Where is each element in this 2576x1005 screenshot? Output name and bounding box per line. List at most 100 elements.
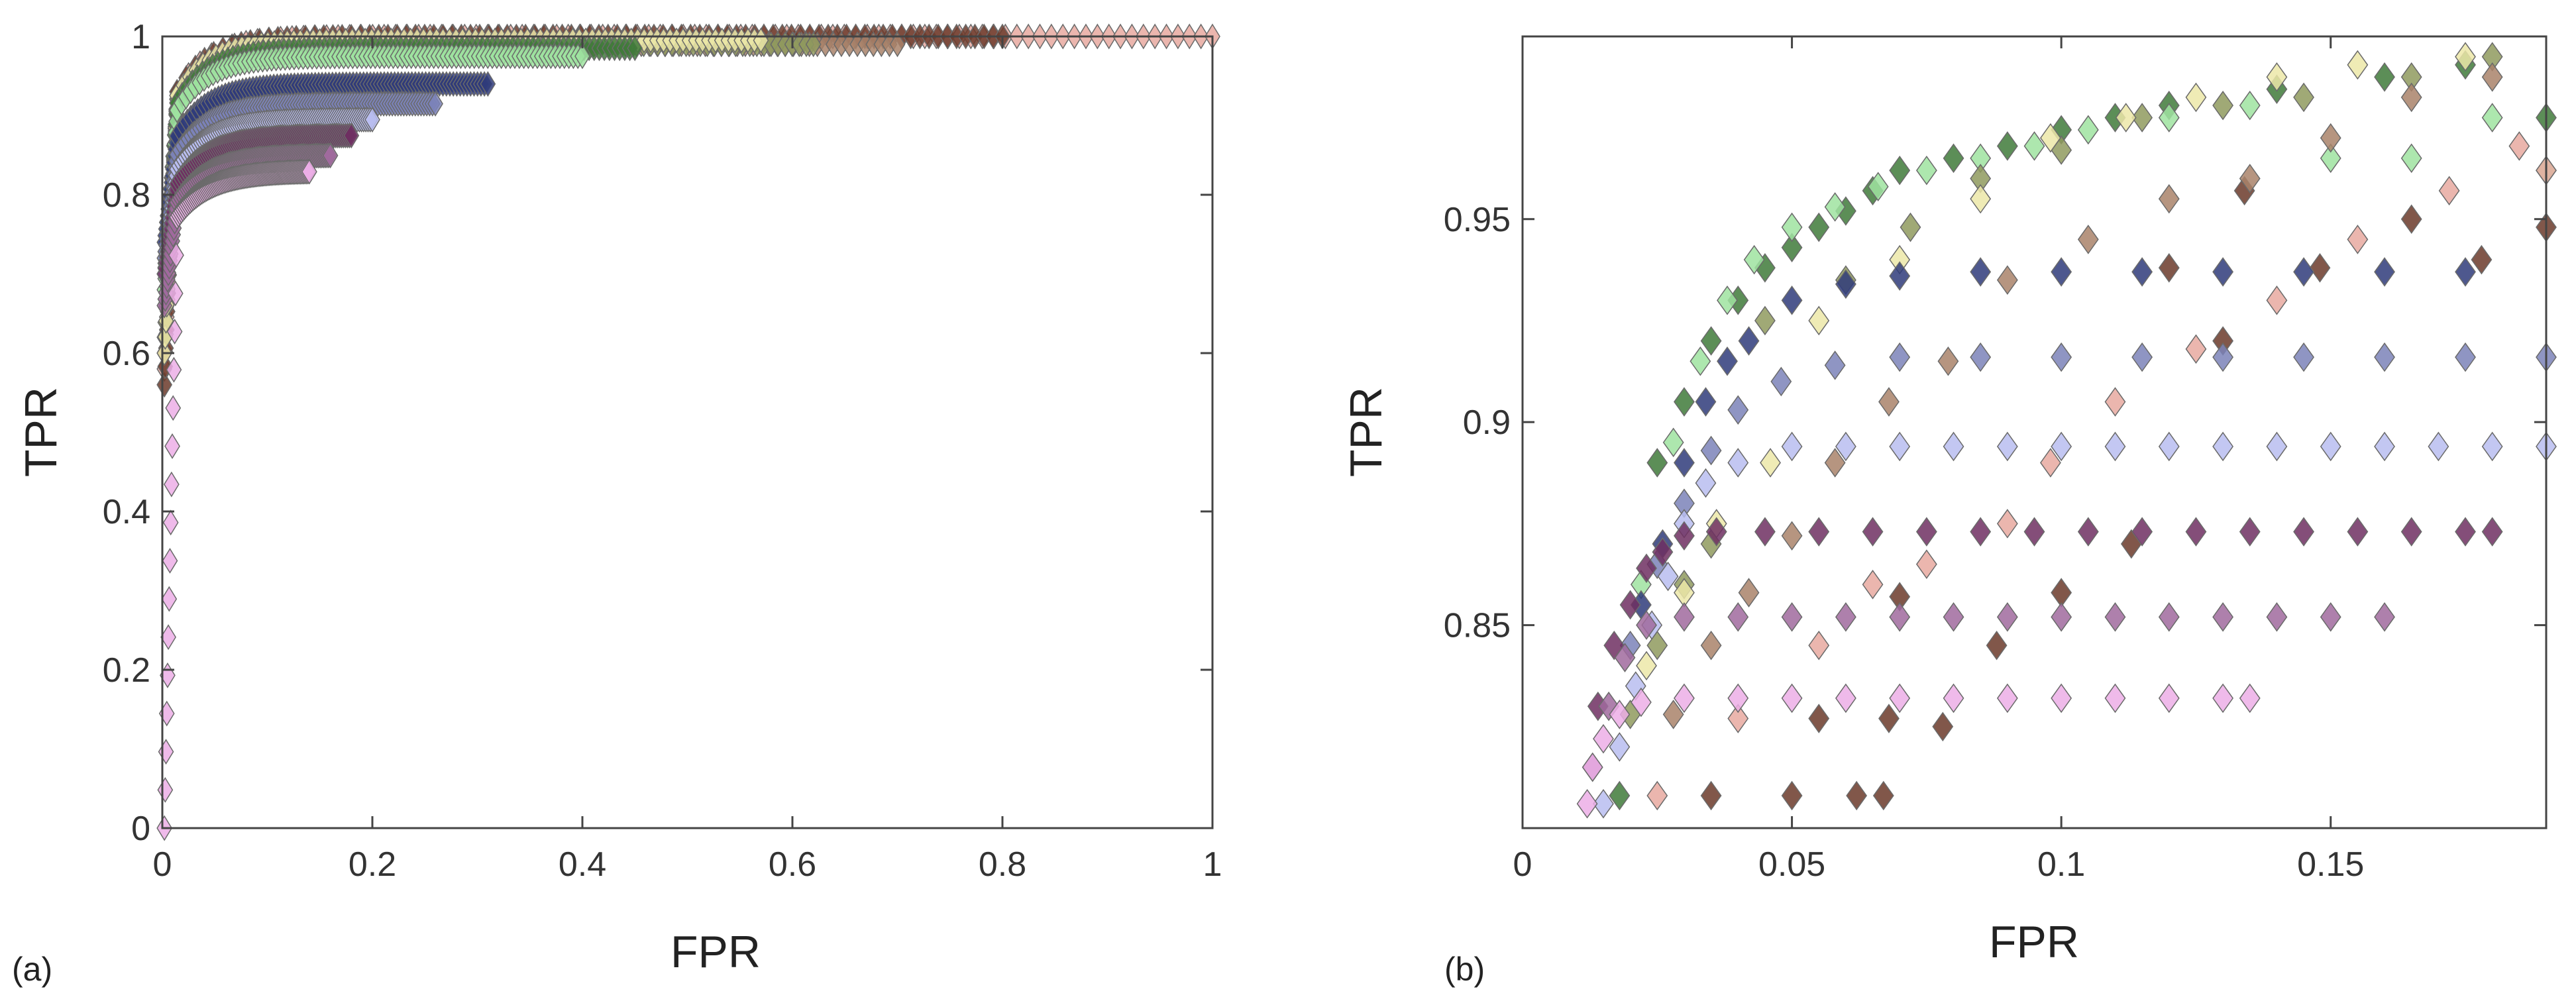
panel-b-ytick-label: 0.95 <box>1444 201 1511 239</box>
panel-b-point <box>2374 431 2395 462</box>
panel-b-point <box>1862 570 1884 600</box>
panel-b-point <box>1889 602 1911 632</box>
panel-b-point <box>2455 257 2476 287</box>
panel-b-point <box>1609 732 1631 762</box>
panel-b-label: (b) <box>1444 951 1485 988</box>
panel-b-point <box>2212 431 2234 462</box>
panel-b-point <box>2266 286 2288 315</box>
panel-b-point <box>1636 553 1657 584</box>
panel-b-point <box>1932 712 1954 742</box>
panel-b-frame <box>1521 35 2548 829</box>
panel-a-point <box>322 142 339 169</box>
panel-b-point <box>1970 184 1992 214</box>
panel-a-ytick-label: 1 <box>131 18 150 56</box>
panel-b-point <box>1781 212 1803 242</box>
panel-a-point <box>160 624 176 651</box>
panel-a-ytick-label: 0 <box>131 810 150 848</box>
panel-b-series-lavender <box>1593 431 2557 819</box>
panel-b-point <box>2481 103 2503 132</box>
panel-b-point <box>2481 431 2503 462</box>
panel-b-point <box>1662 427 1684 458</box>
panel-b-point <box>2212 257 2234 287</box>
panel-b-point <box>2115 103 2137 132</box>
panel-a-point <box>889 31 906 58</box>
panel-b-point <box>2266 431 2288 462</box>
panel-b-point <box>1593 788 1614 819</box>
panel-a-ticks: 0 0.2 0.4 0.6 0.8 1 0 0.2 0.4 0.6 0.8 1 <box>103 18 1222 884</box>
panel-b-point <box>1727 448 1749 478</box>
panel-b-point <box>1970 342 1992 372</box>
panel-a-point <box>156 372 173 398</box>
panel-b-point <box>1614 643 1636 672</box>
panel-b-point <box>2158 602 2180 632</box>
panel-b-point <box>2131 103 2153 132</box>
panel-b-point <box>1727 395 1749 425</box>
panel-a-label: (a) <box>12 951 52 988</box>
panel-b-point <box>1700 435 1722 466</box>
panel-b-xtick-label: 0.15 <box>2297 845 2364 884</box>
panel-b-point <box>2239 90 2261 121</box>
panel-b-point <box>1700 780 1722 811</box>
panel-a-point <box>167 280 184 307</box>
panel-b-point <box>2158 103 2180 132</box>
panel-b-point <box>1937 346 1959 376</box>
panel-b-point <box>1630 687 1652 717</box>
panel-b-point <box>1889 431 1911 462</box>
panel-b-point <box>2051 257 2072 287</box>
panel-b-point <box>1636 610 1657 640</box>
panel-b-point <box>2320 143 2341 174</box>
panel-a-point <box>161 586 178 612</box>
panel-b-point <box>1878 387 1900 417</box>
panel-b-point <box>1609 780 1631 811</box>
panel-b-point <box>1727 602 1749 632</box>
panel-b-ylabel: TPR <box>1341 387 1391 477</box>
panel-b-point <box>2077 115 2099 145</box>
panel-b-point <box>2374 257 2395 287</box>
panel-a-ytick-label: 0.4 <box>103 493 150 531</box>
panel-b-point <box>2158 683 2180 714</box>
panel-b-point <box>2320 123 2341 153</box>
panel-b-point <box>2400 143 2422 174</box>
panel-b-series-rose <box>1646 131 2557 811</box>
panel-b-point <box>2131 342 2153 372</box>
panel-b-xtick-label: 0.05 <box>1758 845 1825 884</box>
panel-b-point <box>2428 431 2449 462</box>
panel-b-point <box>1674 683 1695 714</box>
panel-b-point <box>2039 123 2061 153</box>
panel-b-point <box>2508 131 2530 161</box>
panel-b-point <box>1781 683 1803 714</box>
panel-b-point <box>2185 517 2207 547</box>
panel-b-series-slate-blue <box>1619 342 2557 661</box>
panel-b-point <box>1808 517 1830 547</box>
panel-b-point <box>1781 521 1803 551</box>
panel-b-point <box>2374 62 2395 92</box>
panel-b-point <box>1781 602 1803 632</box>
panel-b-point <box>2455 342 2476 372</box>
panel-b-point <box>1915 549 1937 579</box>
panel-a-point <box>166 356 182 383</box>
panel-a-point <box>168 242 184 268</box>
panel-b-point <box>1738 578 1760 608</box>
panel-b-point <box>1889 342 1911 372</box>
panel-b-point <box>1609 700 1631 729</box>
panel-a-point <box>805 31 822 58</box>
panel-b-series-pink <box>1576 683 2261 819</box>
panel-b-point <box>1717 346 1738 376</box>
panel-b-point <box>1996 265 2018 295</box>
panel-b-point <box>1889 155 1911 185</box>
panel-a-ytick-label: 0.6 <box>103 335 150 373</box>
panel-b: 0 0.05 0.1 0.15 0.85 0.9 0.95 FPR TPR (b) <box>1341 35 2557 988</box>
panel-b-point <box>1943 143 1964 174</box>
panel-b-point <box>1674 387 1695 417</box>
panel-b-point <box>1781 431 1803 462</box>
panel-b-point <box>2438 176 2460 206</box>
panel-b-point <box>2481 62 2503 92</box>
panel-b-point <box>1738 326 1760 356</box>
panel-b-point <box>2158 184 2180 214</box>
panel-b-point <box>2104 387 2126 417</box>
panel-b-point <box>1900 212 1921 242</box>
panel-b-point <box>2023 131 2045 161</box>
panel-b-point <box>1808 704 1830 733</box>
panel-b-point <box>2158 431 2180 462</box>
